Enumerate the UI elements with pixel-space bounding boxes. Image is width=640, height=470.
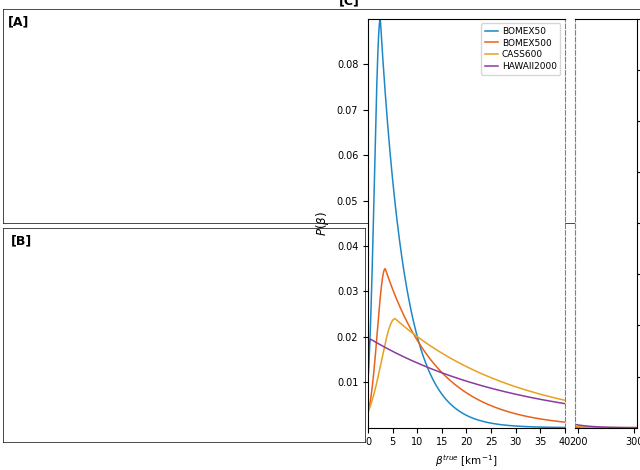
CASS600 [440,352,447,357]
HAWAII2000 [448,374,456,379]
Text: [A]: [A] [8,16,29,29]
CASS600 [398,322,406,328]
Line: BOMEX50: BOMEX50 [368,19,565,428]
BOMEX50 [440,393,447,399]
HAWAII2000 [557,400,565,406]
Text: [C]: [C] [339,0,359,7]
HAWAII2000 [387,347,394,353]
Line: BOMEX500: BOMEX500 [368,269,565,422]
CASS600 [557,397,565,402]
BOMEX50 [557,424,565,430]
HAWAII2000 [561,401,569,407]
CASS600 [364,409,372,415]
HAWAII2000 [367,337,374,342]
BOMEX500 [536,416,544,422]
CASS600 [448,356,456,362]
Text: [B]: [B] [10,235,32,247]
HAWAII2000 [364,352,372,358]
BOMEX50 [387,155,394,160]
BOMEX500 [561,419,569,425]
BOMEX500 [387,281,394,287]
Legend: BOMEX50, BOMEX500, CASS600, HAWAII2000: BOMEX50, BOMEX500, CASS600, HAWAII2000 [481,24,561,75]
Line: HAWAII2000: HAWAII2000 [368,339,565,404]
Line: CASS600: CASS600 [368,319,565,412]
BOMEX50 [364,378,372,384]
BOMEX50 [536,424,544,430]
BOMEX50 [448,403,456,408]
Y-axis label: $P(\beta)$: $P(\beta)$ [314,211,332,235]
BOMEX50 [376,16,384,22]
BOMEX500 [364,410,372,416]
BOMEX500 [440,371,447,377]
CASS600 [391,316,399,321]
HAWAII2000 [440,371,447,376]
BOMEX500 [557,419,565,424]
X-axis label: $\beta^{true}$ [km$^{-1}$]: $\beta^{true}$ [km$^{-1}$] [435,453,498,469]
BOMEX500 [381,266,389,272]
BOMEX500 [398,309,406,315]
BOMEX500 [448,379,456,385]
CASS600 [536,391,544,397]
BOMEX50 [561,425,569,431]
HAWAII2000 [536,396,544,402]
HAWAII2000 [398,353,406,359]
CASS600 [561,398,569,403]
CASS600 [387,322,394,328]
BOMEX50 [398,257,406,263]
